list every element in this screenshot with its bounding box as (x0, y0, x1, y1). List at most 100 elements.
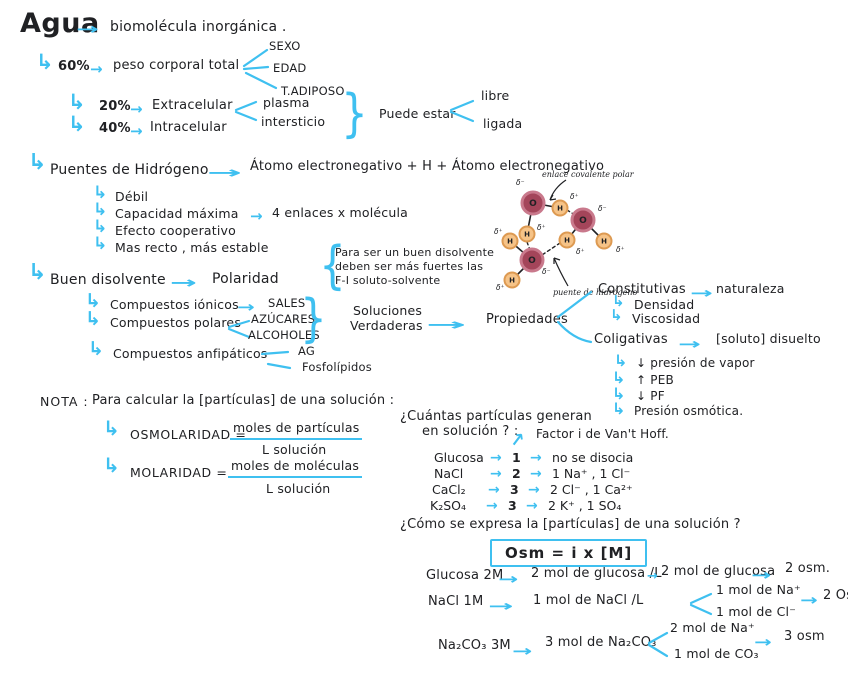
example-step: 3 mol de Na₂CO₃ (545, 635, 657, 650)
elbow-arrow-icon: ↳ (612, 292, 625, 310)
arrow-right-icon: → (250, 207, 263, 225)
polar-example-alcoholes: ALCOHOLES (248, 328, 320, 342)
dissociation-result: 2 Cl⁻ , 1 Ca²⁺ (550, 482, 633, 497)
molarity-denominator: L solución (266, 481, 331, 496)
branch-lines (260, 350, 292, 370)
elbow-arrow-icon: ↳ (93, 217, 108, 237)
branch-lines (647, 631, 669, 658)
state-ligada: ligada (483, 116, 523, 131)
svg-text:δ⁻: δ⁻ (516, 178, 525, 187)
extracellular-label: Extracelular (152, 98, 233, 113)
svg-text:O: O (529, 199, 537, 209)
arrow-right-icon: → (170, 273, 197, 292)
dissociation-row: Glucosa → 1 → no se disocia (434, 450, 633, 466)
elbow-arrow-icon: ↳ (93, 234, 108, 254)
svg-text:H: H (509, 277, 515, 285)
state-label: Puede estar (379, 106, 456, 121)
arrow-right-icon: → (530, 466, 542, 482)
expression-question: ¿Cómo se expresa la [partículas] de una … (400, 517, 741, 532)
arrow-right-icon: → (530, 450, 542, 466)
elbow-arrow-icon: ↳ (85, 290, 101, 312)
example-step: 1 mol de NaCl /L (533, 593, 644, 608)
elbow-arrow-icon: ↳ (28, 260, 47, 285)
svg-text:O: O (579, 216, 587, 226)
constitutive-viscosidad: Viscosidad (632, 311, 701, 326)
example-branch: 2 mol de Na⁺ (670, 620, 755, 635)
arrow-right-icon: → (512, 642, 533, 660)
intracellular-label: Intracelular (150, 120, 227, 135)
branch-lines (234, 100, 258, 122)
elbow-arrow-icon: ↳ (93, 200, 108, 220)
svg-text:δ⁺: δ⁺ (616, 245, 625, 254)
ionic-example: SALES (268, 296, 306, 310)
elbow-arrow-icon: ↳ (93, 183, 108, 203)
elbow-arrow-icon: ↳ (28, 150, 47, 175)
dissociation-row: CaCl₂ → 3 → 2 Cl⁻ , 1 Ca²⁺ (432, 482, 633, 498)
example-solution: Glucosa 2M (426, 568, 504, 583)
elbow-arrow-icon: ↳ (68, 90, 86, 114)
osmolarity-name: OSMOLARIDAD = (130, 427, 247, 442)
example-branch: 1 mol de Na⁺ (716, 582, 801, 597)
arrow-right-icon: → (647, 569, 658, 584)
elbow-arrow-icon: ↳ (612, 368, 626, 387)
nota-text: Para calcular la [partículas] de una sol… (92, 393, 395, 408)
example-osm: 2 osm. (785, 561, 831, 576)
solvent-note-3: F-I soluto-solvente (335, 274, 441, 287)
constitutive-title: Constitutivas (598, 282, 686, 297)
arrow-right-icon: → (528, 482, 540, 498)
water-molecules-diagram: O O O H H H H H H δ⁻ δ⁺ δ⁻ δ⁺ δ⁺ δ⁺ δ⁺ δ⁻ δ⁺ enlace … (494, 170, 638, 297)
dissociation-question-2: en solución ? : (422, 424, 519, 439)
elbow-arrow-icon: ↳ (88, 338, 104, 360)
type-plasma: plasma (263, 95, 310, 110)
arrow-right-icon: → (678, 335, 701, 353)
arrow-right-icon: → (498, 570, 519, 588)
svg-text:H: H (557, 205, 563, 213)
compound: Glucosa (434, 450, 484, 465)
elbow-arrow-icon: ↳ (85, 308, 101, 330)
page-title: Agua (20, 8, 100, 39)
arrow-right-icon: → (490, 466, 502, 482)
compound: CaCl₂ (432, 482, 466, 497)
hbond-prop-recto: Mas recto , más estable (115, 240, 269, 255)
colligative-item-peb: ↑ PEB (636, 373, 674, 387)
osmolarity-denominator: L solución (262, 442, 327, 457)
elbow-arrow-icon: ↳ (612, 384, 626, 403)
compound: K₂SO₄ (430, 498, 466, 513)
colligative-depends: [soluto] disuelto (716, 331, 821, 346)
dissociation-result: 2 K⁺ , 1 SO₄ (548, 498, 622, 513)
arrow-right-icon: → (526, 498, 538, 514)
compound: NaCl (434, 466, 464, 481)
arrow-right-icon: → (488, 482, 500, 498)
solvent-title: Buen disolvente (50, 272, 166, 288)
svg-text:δ⁺: δ⁺ (576, 247, 585, 256)
hbond-title: Puentes de Hidrógeno (50, 162, 209, 178)
dissociation-result: no se disocia (552, 450, 634, 465)
i-factor: 3 (510, 482, 519, 497)
elbow-arrow-icon: ↳ (103, 416, 120, 440)
molarity-numerator: moles de moléculas (228, 458, 363, 479)
elbow-arrow-icon: ↳ (36, 50, 54, 74)
example-osm: 2 Osm (823, 588, 848, 603)
arrow-right-icon: → (90, 60, 103, 78)
constitutive-depends: naturaleza (716, 281, 785, 296)
properties-label: Propiedades (486, 312, 568, 327)
i-factor: 3 (508, 498, 517, 513)
osmolarity-numerator: moles de partículas (230, 420, 363, 441)
arrow-right-icon: → (490, 450, 502, 466)
colligative-title: Coligativas (594, 332, 668, 347)
arrow-right-icon: → (751, 566, 772, 584)
factor-edad: EDAD (273, 61, 307, 75)
arrow-right-icon: → (76, 20, 99, 38)
nota-label: NOTA : (40, 394, 89, 409)
arrow-right-icon: → (237, 298, 255, 316)
svg-text:H: H (507, 238, 513, 246)
colligative-item-vapor: ↓ presión de vapor (636, 356, 755, 370)
branch-lines (689, 592, 713, 616)
svg-text:δ⁺: δ⁺ (537, 223, 546, 232)
molarity-name: MOLARIDAD = (130, 465, 228, 480)
arrow-right-icon: → (426, 315, 467, 334)
hbond-prop-debil: Débil (115, 189, 149, 204)
i-factor: 2 (512, 466, 521, 481)
branch-lines (449, 99, 475, 123)
